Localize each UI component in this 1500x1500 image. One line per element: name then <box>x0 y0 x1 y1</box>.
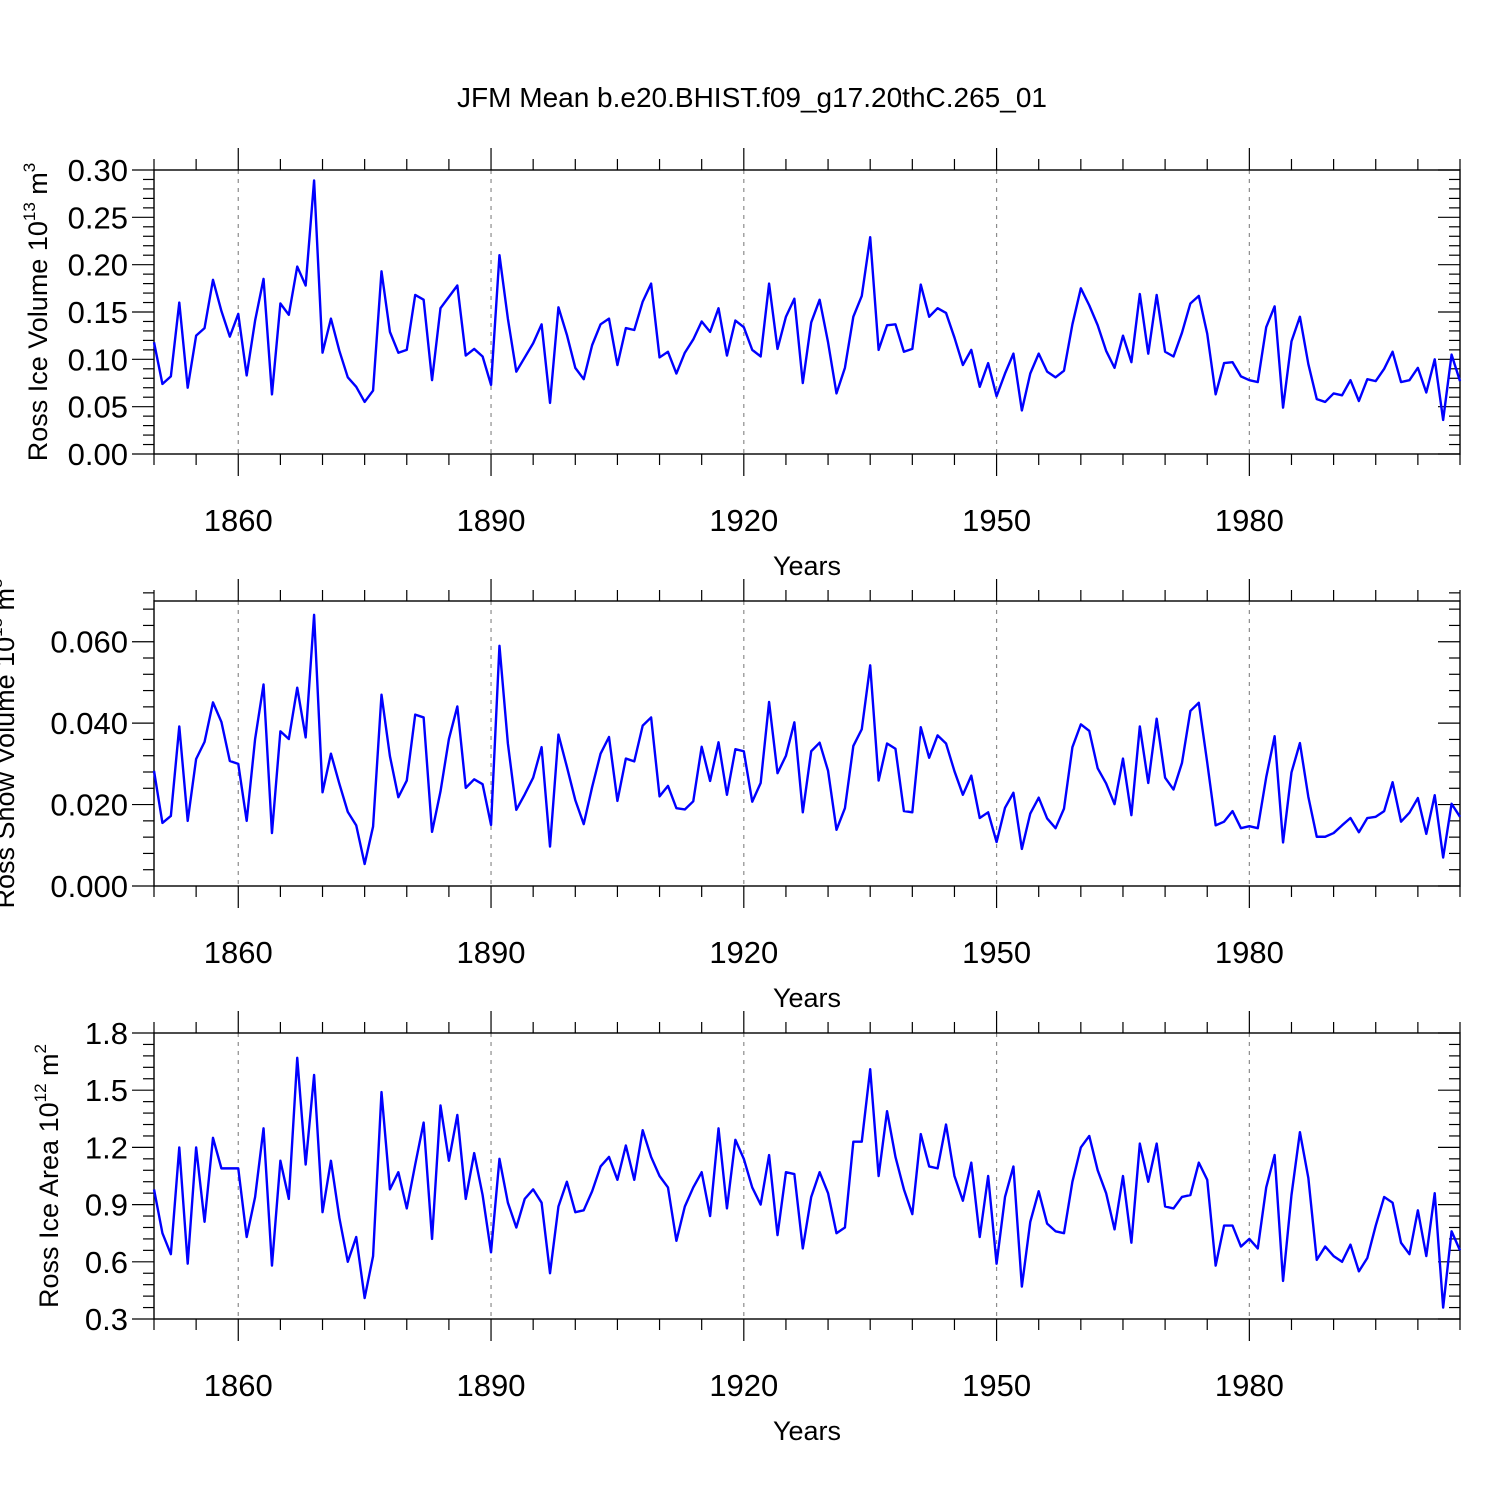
x-axis-title: Years <box>773 1416 841 1446</box>
y-tick-label: 0.20 <box>68 248 128 283</box>
y-tick-label: 0.05 <box>68 390 128 425</box>
y-tick-label: 0.040 <box>50 706 128 741</box>
x-axis-title: Years <box>773 551 841 581</box>
panel-ross-ice-volume: 0.00 0.05 0.10 0.15 0.20 0.25 0.30 1860 1890 1920… <box>20 148 1462 581</box>
x-tick-label: 1890 <box>457 1368 526 1403</box>
y-tick-label: 1.8 <box>85 1016 128 1051</box>
y-axis-exponent: 13 <box>0 618 6 637</box>
x-tick-label: 1860 <box>204 1368 273 1403</box>
panel-ross-ice-area: 0.3 0.6 0.9 1.2 1.5 1.8 1860 1890 1920 1950 1980 Ye… <box>31 1011 1462 1446</box>
x-tick-label: 1950 <box>962 1368 1031 1403</box>
x-tick-label: 1890 <box>457 503 526 538</box>
chart-title: JFM Mean b.e20.BHIST.f09_g17.20thC.265_0… <box>457 82 1047 113</box>
x-tick-label: 1860 <box>204 935 273 970</box>
x-tick-label: 1920 <box>709 503 778 538</box>
x-tick-label: 1980 <box>1215 503 1284 538</box>
plot-frame <box>153 1032 1461 1320</box>
y-tick-label: 0.00 <box>68 437 128 472</box>
y-axis-title: Ross Ice Area 1012 m2 <box>31 1044 64 1308</box>
y-axis-unit-exponent: 3 <box>20 163 39 172</box>
y-tick-label: 0.10 <box>68 342 128 377</box>
x-tick-label: 1980 <box>1215 1368 1284 1403</box>
y-tick-label: 0.3 <box>85 1302 128 1337</box>
x-axis-title: Years <box>773 983 841 1013</box>
y-tick-label: 0.30 <box>68 153 128 188</box>
y-tick-label: 0.020 <box>50 788 128 823</box>
plot-frame <box>153 600 1461 887</box>
x-tick-label: 1950 <box>962 935 1031 970</box>
x-tick-label: 1890 <box>457 935 526 970</box>
y-axis-unit: m <box>0 588 20 618</box>
x-tick-label: 1950 <box>962 503 1031 538</box>
x-tick-label: 1980 <box>1215 935 1284 970</box>
y-tick-label: 0.6 <box>85 1245 128 1280</box>
y-axis-title-text: Ross Ice Area 10 <box>34 1102 64 1308</box>
series-line-ross-snow-volume <box>152 613 1462 866</box>
y-axis-unit: m <box>34 1053 64 1083</box>
y-axis-unit: m <box>23 172 53 202</box>
plot-frame <box>153 169 1461 455</box>
y-tick-label: 1.5 <box>85 1073 128 1108</box>
x-tick-label: 1860 <box>204 503 273 538</box>
y-axis-title: Ross Snow Volume 1013 m3 <box>0 578 20 908</box>
y-axis-unit-exponent: 3 <box>0 578 6 587</box>
y-tick-label: 0.000 <box>50 869 128 904</box>
y-axis-title: Ross Ice Volume 1013 m3 <box>20 163 53 462</box>
y-tick-label: 1.2 <box>85 1130 128 1165</box>
y-axis-exponent: 13 <box>20 202 39 221</box>
y-axis-exponent: 12 <box>31 1083 50 1102</box>
panel-ross-snow-volume: 0.000 0.020 0.040 0.060 1860 1890 1920 1950 1980… <box>0 578 1462 1013</box>
y-tick-label: 0.25 <box>68 200 128 235</box>
y-axis-unit-exponent: 2 <box>31 1044 50 1053</box>
series-line-ross-ice-volume <box>152 179 1462 422</box>
y-axis-title-text: Ross Snow Volume 10 <box>0 637 20 909</box>
x-tick-label: 1920 <box>709 935 778 970</box>
y-tick-label: 0.9 <box>85 1188 128 1223</box>
y-tick-label: 0.15 <box>68 295 128 330</box>
x-tick-label: 1920 <box>709 1368 778 1403</box>
series-line-ross-ice-area <box>152 1056 1462 1309</box>
y-axis-title-text: Ross Ice Volume 10 <box>23 221 53 461</box>
y-tick-label: 0.060 <box>50 625 128 660</box>
